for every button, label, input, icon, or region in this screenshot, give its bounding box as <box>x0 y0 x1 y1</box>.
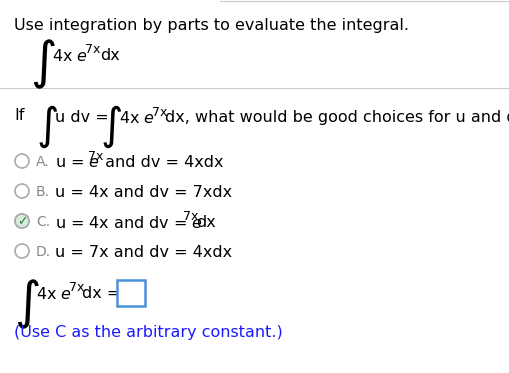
Text: u = 7x and dv = 4xdx: u = 7x and dv = 4xdx <box>55 245 232 260</box>
Text: dx =: dx = <box>82 286 120 301</box>
Text: dx: dx <box>196 215 216 230</box>
Text: 7x: 7x <box>69 281 84 294</box>
Text: 7x: 7x <box>152 106 167 119</box>
Text: ✓: ✓ <box>17 215 27 228</box>
Text: D.: D. <box>36 245 51 259</box>
Ellipse shape <box>15 214 29 228</box>
Text: dx: dx <box>100 48 120 63</box>
Text: If: If <box>14 108 24 123</box>
Text: $\int$: $\int$ <box>100 104 122 150</box>
Text: 7x: 7x <box>88 150 103 163</box>
Text: u = 4x and dv = $e$: u = 4x and dv = $e$ <box>55 215 203 231</box>
Text: 4x $e$: 4x $e$ <box>52 48 88 64</box>
Text: u = $e$: u = $e$ <box>55 155 100 170</box>
Text: Use integration by parts to evaluate the integral.: Use integration by parts to evaluate the… <box>14 18 409 33</box>
Text: (Use C as the arbitrary constant.): (Use C as the arbitrary constant.) <box>14 325 283 340</box>
Text: A.: A. <box>36 155 49 169</box>
Text: $\int$: $\int$ <box>30 38 55 91</box>
Text: $\int$: $\int$ <box>14 278 40 332</box>
Text: u = 4x and dv = 7xdx: u = 4x and dv = 7xdx <box>55 185 232 200</box>
Text: 7x: 7x <box>183 210 199 223</box>
Text: 7x: 7x <box>85 43 100 56</box>
Text: 4x $e$: 4x $e$ <box>36 286 72 302</box>
Text: 4x $e$: 4x $e$ <box>119 110 155 126</box>
Text: and dv = 4xdx: and dv = 4xdx <box>100 155 223 170</box>
Bar <box>117 280 145 306</box>
Text: u dv =: u dv = <box>55 110 109 125</box>
Text: dx, what would be good choices for u and dv?: dx, what would be good choices for u and… <box>165 110 509 125</box>
Text: C.: C. <box>36 215 50 229</box>
Text: B.: B. <box>36 185 50 199</box>
Text: $\int$: $\int$ <box>36 104 58 150</box>
